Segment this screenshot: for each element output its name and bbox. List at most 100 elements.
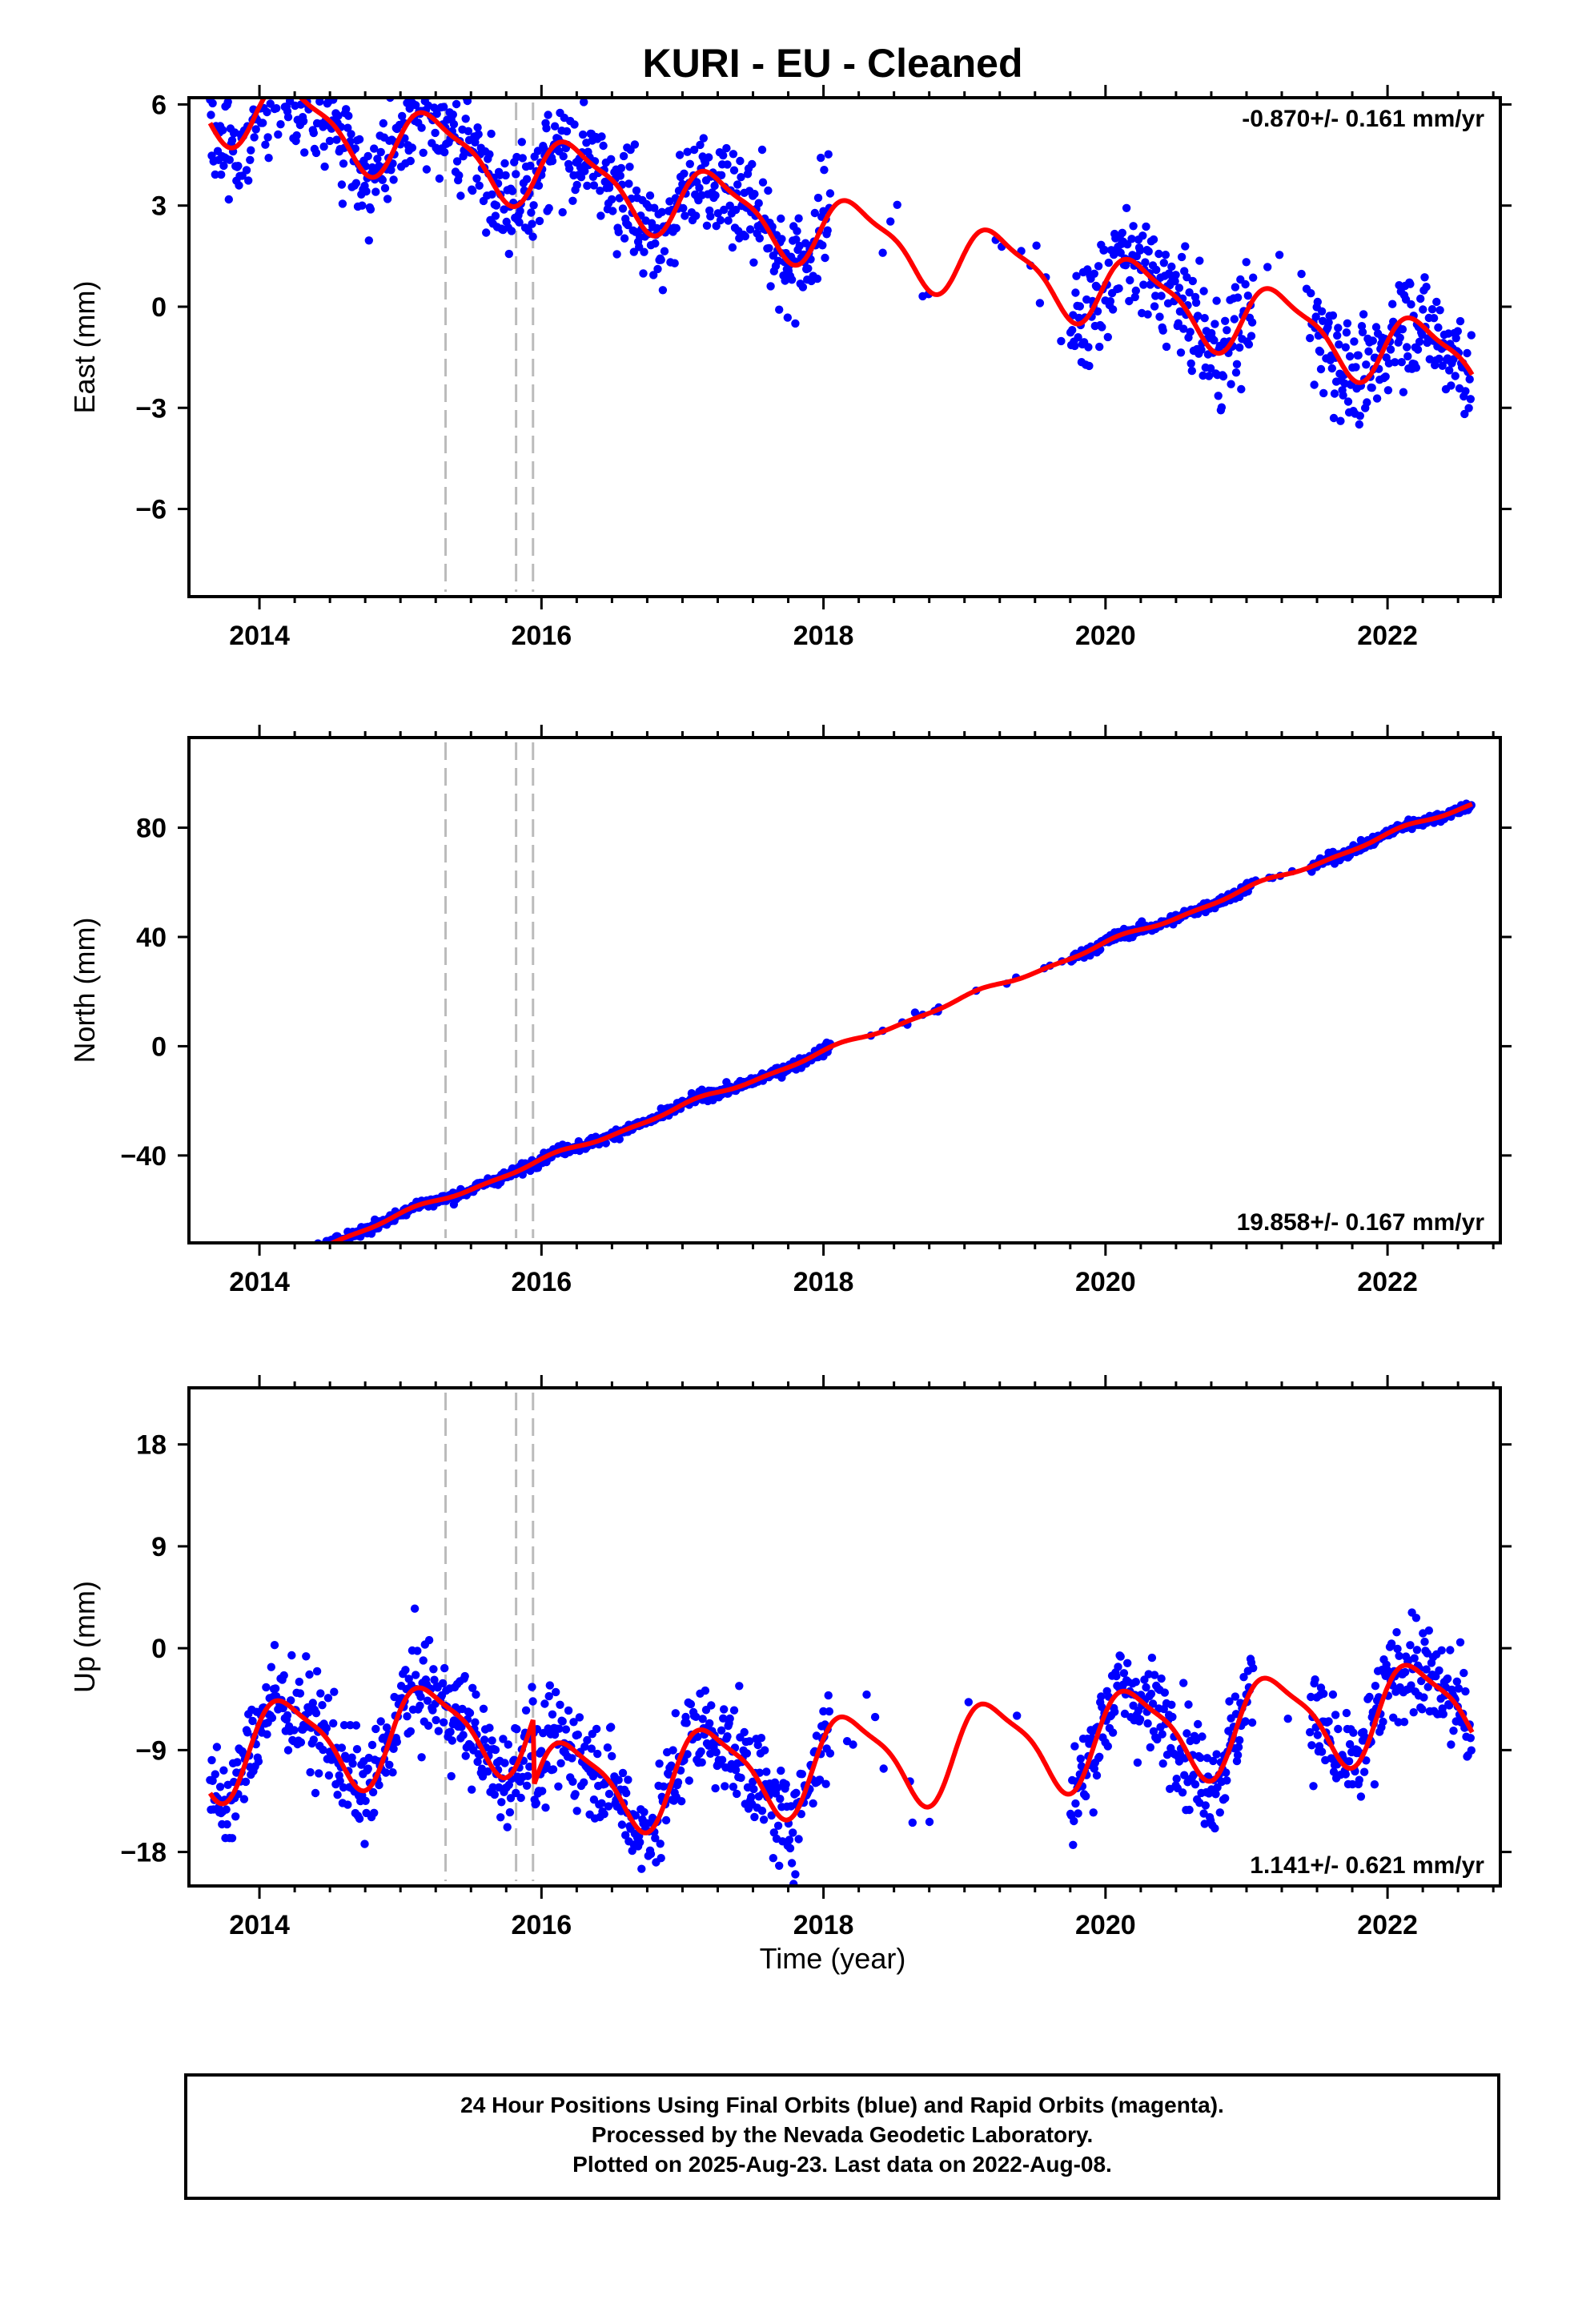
data-point	[801, 239, 810, 247]
data-point	[1359, 1767, 1369, 1776]
data-point	[1330, 389, 1339, 398]
data-point	[1112, 1671, 1121, 1681]
data-point	[1127, 235, 1136, 243]
data-point	[729, 166, 739, 175]
data-point	[1085, 361, 1094, 371]
data-point	[211, 1280, 219, 1288]
data-point	[527, 208, 536, 217]
data-point	[697, 1747, 705, 1756]
data-point	[515, 218, 524, 227]
data-point	[652, 223, 661, 233]
data-point	[541, 1803, 550, 1812]
data-point	[1413, 345, 1423, 354]
data-point	[322, 1723, 331, 1733]
data-point	[219, 161, 228, 171]
data-point	[736, 156, 745, 166]
data-point	[1135, 1715, 1145, 1724]
data-point	[1354, 351, 1363, 360]
data-point	[879, 1764, 888, 1773]
data-point	[287, 1651, 296, 1660]
data-point	[1191, 1780, 1200, 1789]
data-point	[363, 1764, 372, 1773]
data-point	[750, 1812, 759, 1822]
data-point	[685, 159, 694, 168]
data-point	[1362, 360, 1371, 369]
data-point	[1317, 307, 1327, 316]
x-tick-label: 2022	[1357, 621, 1418, 651]
data-point	[1400, 1667, 1410, 1677]
data-point	[1329, 413, 1339, 423]
data-point	[271, 1684, 280, 1693]
data-point	[1221, 1794, 1230, 1803]
data-point	[622, 1788, 631, 1798]
data-point	[376, 1717, 385, 1726]
data-point	[339, 159, 348, 168]
data-point	[1219, 372, 1228, 381]
data-point	[562, 127, 572, 136]
data-point	[207, 111, 215, 119]
data-point	[491, 1745, 500, 1755]
data-point	[344, 111, 353, 120]
data-point	[597, 1799, 606, 1807]
data-point	[1110, 1707, 1119, 1716]
data-point	[544, 1691, 553, 1701]
data-point	[1407, 300, 1415, 309]
data-point	[1456, 316, 1465, 326]
data-point	[234, 162, 243, 171]
data-point	[1247, 1718, 1257, 1727]
data-point	[656, 255, 665, 264]
data-point	[1399, 388, 1408, 396]
data-point	[339, 1783, 348, 1792]
data-point	[753, 1740, 762, 1750]
data-point	[1420, 1637, 1429, 1647]
data-point	[1178, 1788, 1187, 1797]
data-point	[223, 1819, 231, 1829]
data-point	[219, 1279, 227, 1287]
data-point	[424, 1635, 434, 1645]
data-point	[1334, 1724, 1343, 1734]
data-point	[1411, 364, 1421, 372]
data-point	[308, 73, 316, 81]
data-point	[725, 201, 734, 210]
data-point	[1198, 1732, 1207, 1741]
data-point	[401, 1666, 410, 1675]
data-point	[361, 1796, 370, 1805]
data-point	[346, 1721, 355, 1730]
data-point	[1362, 1756, 1371, 1765]
data-point	[278, 1257, 286, 1265]
data-point	[332, 135, 341, 144]
data-point	[1342, 328, 1351, 337]
data-point	[706, 212, 715, 221]
data-point	[723, 160, 732, 169]
data-point	[280, 1257, 288, 1265]
data-point	[1186, 328, 1195, 336]
data-point	[1143, 310, 1152, 319]
velocity-annotation: 1.141+/- 0.621 mm/yr	[1250, 1852, 1484, 1879]
data-point	[416, 1701, 424, 1711]
data-point	[339, 1721, 349, 1730]
data-point	[287, 1696, 295, 1705]
x-tick-label: 2018	[793, 621, 854, 651]
data-points	[206, 73, 1476, 429]
data-point	[570, 120, 579, 129]
data-point	[1133, 1758, 1142, 1767]
data-point	[1467, 331, 1476, 340]
data-point	[363, 151, 372, 161]
data-point	[604, 1802, 613, 1811]
data-point	[416, 1692, 425, 1701]
data-point	[618, 204, 628, 213]
data-point	[1217, 403, 1227, 412]
data-point	[1204, 372, 1214, 380]
data-point	[659, 1782, 669, 1791]
plot-frame	[187, 96, 1502, 598]
data-point	[640, 1807, 648, 1816]
data-point	[461, 115, 470, 123]
data-point	[508, 187, 517, 195]
data-point	[1427, 305, 1437, 314]
data-point	[660, 247, 669, 255]
data-point	[1466, 1734, 1476, 1743]
data-point	[378, 175, 387, 184]
data-point	[1395, 281, 1403, 290]
data-point	[1395, 1651, 1403, 1660]
data-point	[207, 1287, 215, 1295]
